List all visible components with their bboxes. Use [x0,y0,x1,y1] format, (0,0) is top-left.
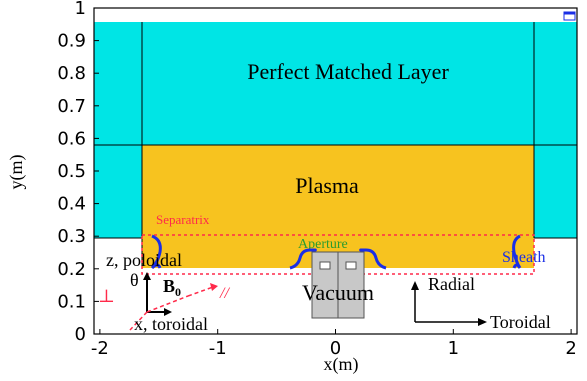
y-axis-ticks: 0 0.1 0.2 0.3 0.4 0.5 0.6 0.7 0.8 0.9 1 [57,0,99,345]
separatrix-label: Separatrix [156,212,210,227]
parallel-label: // [219,285,230,302]
window-restore-icon[interactable] [563,11,576,21]
vacuum-label: Vacuum [302,280,374,305]
x-tick-label: 1 [448,338,459,359]
y-tick-label: 0.5 [57,161,86,182]
perp-label: ⊥ [98,286,115,306]
z-poloidal-label: z, poloidal [106,250,182,270]
sheath-brackets [150,234,522,270]
y-tick-label: 0.1 [57,291,86,312]
y-tick-label: 0.4 [57,194,86,215]
plasma-region [142,145,534,268]
y-tick-label: 0.8 [57,63,86,84]
parallel-arrow [187,286,214,297]
toroidal-label: Toroidal [490,312,551,332]
y-tick-label: 1 [75,0,86,19]
x-tick-label: 2 [565,338,576,359]
y-tick-label: 0 [75,324,86,345]
antenna [311,251,365,319]
x-tick-label: -1 [209,338,227,359]
y-tick-label: 0.3 [57,226,86,247]
y-axis-label: y(m) [6,155,27,190]
y-tick-label: 0.2 [57,259,86,280]
pml-label: Perfect Matched Layer [247,59,449,84]
aperture-label: Aperture [298,237,348,252]
x-tick-label: -2 [91,338,109,359]
y-tick-label: 0.7 [57,96,86,117]
theta-label: θ [130,270,139,290]
b0-arrow [146,295,189,313]
plasma-label: Plasma [295,173,359,198]
x-toroidal-label: x, toroidal [134,314,208,334]
x-axis-ticks: -2 -1 0 1 2 [91,329,577,359]
b0-label: B0 [163,276,181,299]
y-tick-label: 0.6 [57,128,86,149]
y-tick-label: 0.9 [57,31,86,52]
sheath-label: Sheath [502,249,546,266]
x-tick-label: 0 [330,338,341,359]
x-axis-label: x(m) [324,354,359,375]
radial-label: Radial [428,274,475,294]
